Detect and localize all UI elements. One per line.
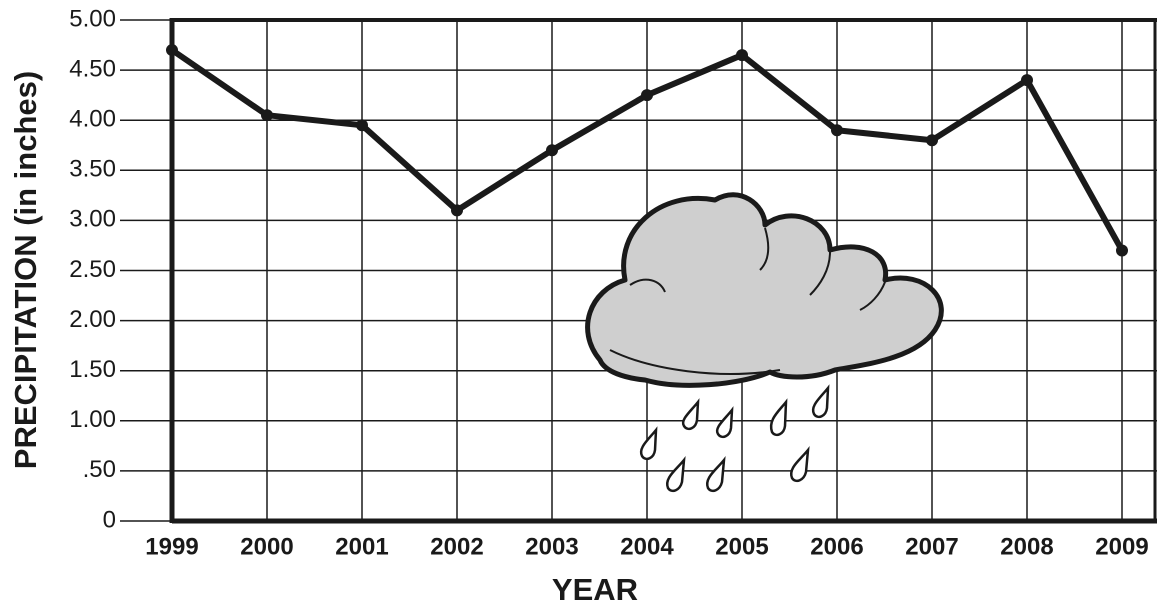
data-point xyxy=(641,89,653,102)
data-point xyxy=(166,44,178,57)
x-tick-label: 2008 xyxy=(1000,533,1053,560)
x-tick-label: 2006 xyxy=(810,533,863,560)
x-tick-label: 2001 xyxy=(335,533,388,560)
data-point xyxy=(736,49,748,62)
rain-drops xyxy=(639,384,830,493)
y-tick-label: .50 xyxy=(83,456,116,483)
data-point xyxy=(261,109,273,122)
data-point xyxy=(831,124,843,137)
data-point xyxy=(451,204,463,217)
y-tick-label: 4.00 xyxy=(69,106,116,133)
y-tick-label: 1.00 xyxy=(69,406,116,433)
x-tick-label: 2004 xyxy=(620,533,674,560)
y-axis-title: PRECIPITATION (in inches) xyxy=(8,71,43,469)
x-tick-label: 2007 xyxy=(905,533,958,560)
y-tick-label: 3.00 xyxy=(69,206,116,233)
x-tick-label: 1999 xyxy=(145,533,198,560)
y-tick-label: 5.00 xyxy=(69,5,116,32)
rain-drop xyxy=(665,455,686,493)
rain-drop xyxy=(811,384,830,419)
y-tick-label: 4.50 xyxy=(69,55,116,82)
data-point xyxy=(546,144,558,157)
data-point xyxy=(1021,74,1033,87)
rain-drop xyxy=(769,398,788,437)
y-tick-label: 1.50 xyxy=(69,356,116,383)
rain-drop xyxy=(715,406,734,439)
rain-drop xyxy=(705,455,726,493)
x-tick-label: 2005 xyxy=(715,533,768,560)
rain-drop xyxy=(681,398,700,431)
y-tick-label: 2.50 xyxy=(69,256,116,283)
cloud-shading xyxy=(609,227,886,375)
data-point xyxy=(1116,244,1128,257)
x-tick-label: 2000 xyxy=(240,533,293,560)
data-point xyxy=(356,119,368,132)
x-tick-label: 2009 xyxy=(1095,533,1148,560)
x-tick-label: 2002 xyxy=(430,533,483,560)
rain-drop xyxy=(639,426,658,461)
y-tick-label: 0 xyxy=(103,506,116,533)
cloud-shape xyxy=(585,192,944,388)
y-tick-label: 3.50 xyxy=(69,156,116,183)
x-axis-title: YEAR xyxy=(552,572,638,607)
rain-drop xyxy=(789,445,810,483)
y-tick-label: 2.00 xyxy=(69,306,116,333)
data-point xyxy=(926,134,938,147)
x-tick-label: 2003 xyxy=(525,533,578,560)
cloud-illustration xyxy=(585,192,944,493)
